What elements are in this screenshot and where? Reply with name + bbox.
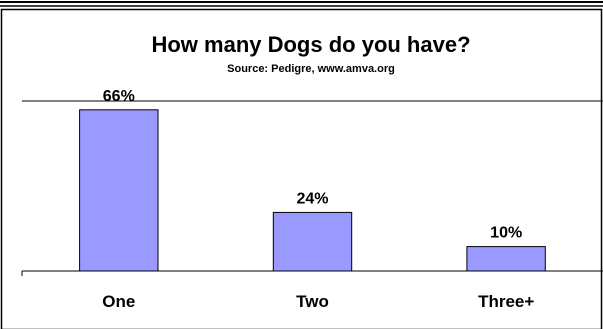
bar-three [466,246,546,272]
chart-title: How many Dogs do you have? [151,32,470,57]
category-label-two: Two [296,292,329,311]
data-label-two: 24% [296,190,328,207]
bar-one [79,109,159,272]
bars-layer: 66% One 24% Two 10% Three+ [79,88,546,311]
data-label-three: 10% [490,225,522,242]
category-label-one: One [102,292,135,311]
chart-subtitle: Source: Pedigre, www.amva.org [227,63,395,75]
bar-two [272,211,353,272]
data-label-one: 66% [103,88,135,105]
category-label-three: Three+ [478,292,534,311]
